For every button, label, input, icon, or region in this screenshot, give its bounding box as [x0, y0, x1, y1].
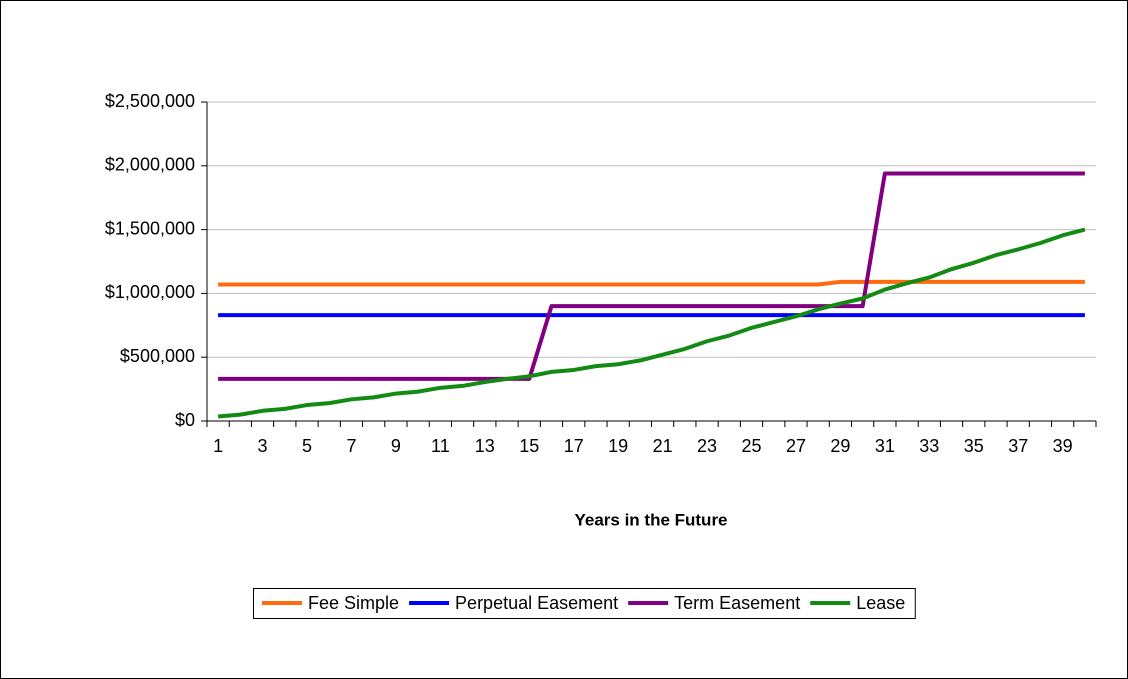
y-tick-label: $2,500,000 — [105, 91, 195, 111]
x-tick-label: 23 — [697, 436, 717, 456]
x-tick-label: 25 — [741, 436, 761, 456]
x-axis-title: Years in the Future — [574, 510, 727, 529]
legend-label: Perpetual Easement — [455, 593, 618, 613]
x-tick-label: 37 — [1008, 436, 1028, 456]
x-tick-label: 5 — [302, 436, 312, 456]
x-tick-label: 33 — [919, 436, 939, 456]
x-tick-label: 9 — [391, 436, 401, 456]
y-tick-label: $1,000,000 — [105, 282, 195, 302]
x-tick-label: 27 — [786, 436, 806, 456]
y-tick-label: $0 — [175, 410, 195, 430]
y-tick-label: $1,500,000 — [105, 218, 195, 238]
series-line — [218, 171, 1085, 381]
x-tick-label: 1 — [213, 436, 223, 456]
x-tick-label: 3 — [258, 436, 268, 456]
x-tick-label: 35 — [964, 436, 984, 456]
x-tick-label: 17 — [564, 436, 584, 456]
legend-label: Term Easement — [674, 593, 800, 613]
x-tick-label: 29 — [830, 436, 850, 456]
x-tick-label: 15 — [519, 436, 539, 456]
legend-box — [253, 588, 916, 619]
series-line — [218, 279, 1085, 287]
series-line — [217, 227, 1086, 419]
x-tick-label: 19 — [608, 436, 628, 456]
legend-label: Fee Simple — [308, 593, 399, 613]
x-tick-label: 31 — [875, 436, 895, 456]
legend-label: Lease — [856, 593, 905, 613]
x-tick-label: 39 — [1053, 436, 1073, 456]
x-tick-label: 11 — [431, 436, 450, 456]
x-tick-label: 21 — [653, 436, 673, 456]
y-tick-label: $500,000 — [120, 346, 195, 366]
x-tick-label: 13 — [475, 436, 495, 456]
x-tick-label: 7 — [346, 436, 356, 456]
y-tick-label: $2,000,000 — [105, 155, 195, 175]
